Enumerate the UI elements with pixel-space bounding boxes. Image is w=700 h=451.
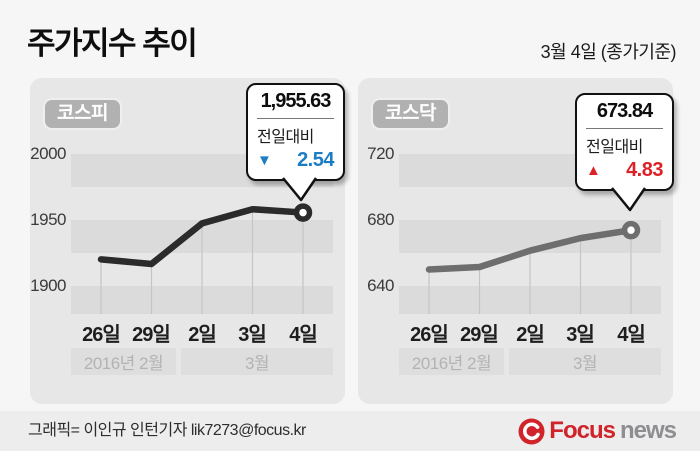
y-tick-label: 680 [367, 210, 394, 229]
month-band-feb: 2016년 2월 [399, 348, 504, 375]
y-tick-label: 720 [367, 144, 394, 163]
y-tick-label: 2000 [30, 144, 66, 163]
kosdaq-callout: 673.84 전일대비 ▲ 4.83 [575, 93, 674, 212]
kosdaq-panel: 코스닥 720 680 640 26일 29일 2일 3일 4일 2016년 2… [358, 78, 674, 404]
month-band-feb: 2016년 2월 [71, 348, 176, 375]
kospi-change-value: 2.54 [297, 149, 334, 171]
y-tick-label: 1950 [30, 210, 66, 229]
x-tick-label: 2일 [188, 324, 217, 346]
focus-logo-icon [518, 418, 545, 444]
kosdaq-badge: 코스닥 [373, 100, 448, 128]
kosdaq-callout-label: 전일대비 [586, 139, 643, 156]
credit-text: 그래픽= 이인규 인턴기자 lik7273@focus.kr [28, 422, 306, 439]
kospi-badge: 코스피 [45, 100, 120, 128]
footer-bar: 그래픽= 이인규 인턴기자 lik7273@focus.kr Focus new… [0, 411, 700, 451]
kosdaq-change-value: 4.83 [626, 159, 663, 181]
x-tick-label: 26일 [82, 324, 121, 346]
x-tick-label: 4일 [617, 324, 646, 346]
last-point-marker [293, 203, 313, 222]
kosdaq-line [425, 226, 635, 273]
x-tick-label: 26일 [410, 324, 449, 346]
callout-divider [586, 128, 663, 129]
x-tick-label: 3일 [238, 324, 267, 346]
kospi-callout-label: 전일대비 [257, 129, 314, 146]
kospi-panel: 코스피 2000 1950 1900 26일 29일 2일 3일 4일 2016… [30, 78, 345, 404]
x-tick-label: 2일 [516, 324, 545, 346]
kospi-callout-change: ▼ 2.54 [257, 149, 334, 172]
callout-divider [257, 118, 334, 119]
kosdaq-callout-value: 673.84 [596, 100, 653, 122]
callout-tail [282, 177, 318, 202]
kospi-line [97, 205, 307, 268]
last-point-marker [621, 220, 641, 240]
x-tick-label: 29일 [132, 324, 171, 346]
date-note: 3월 4일 (종가기준) [540, 42, 677, 62]
callout-tail [611, 187, 647, 212]
month-band-mar: 3월 [181, 348, 333, 375]
y-tick-label: 640 [367, 276, 394, 295]
x-tick-label: 3일 [566, 324, 595, 346]
kosdaq-callout-change: ▲ 4.83 [586, 159, 663, 182]
month-band-mar: 3월 [509, 348, 661, 375]
x-tick-label: 29일 [460, 324, 499, 346]
page-title: 주가지수 추이 [27, 26, 198, 61]
logo-text-news: news [619, 417, 677, 444]
up-arrow-icon: ▲ [586, 162, 601, 179]
focus-news-logo: Focus news [518, 411, 677, 451]
kospi-callout: 1,955.63 전일대비 ▼ 2.54 [246, 83, 345, 202]
y-tick-label: 1900 [30, 276, 66, 295]
kospi-callout-value: 1,955.63 [260, 90, 332, 112]
x-tick-label: 4일 [289, 324, 318, 346]
down-arrow-icon: ▼ [257, 152, 272, 169]
logo-text-focus: Focus [549, 417, 616, 444]
